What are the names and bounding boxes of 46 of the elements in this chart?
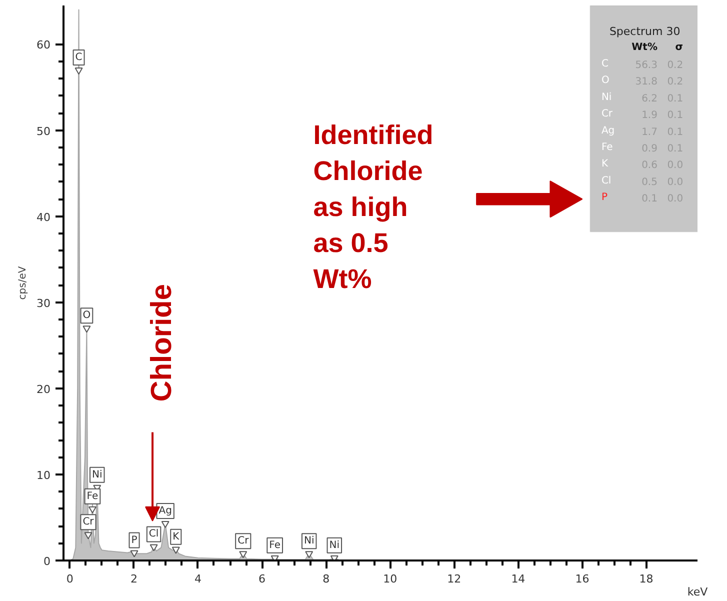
x-tick-label: 8 [322,572,330,586]
annotation: Ni [92,469,102,480]
y-tick-label: 30 [36,296,51,310]
x-axis-title: keV [687,586,708,598]
x-tick-label: 4 [194,572,202,586]
category-label: C [601,58,608,70]
x-tick-label: 0 [66,572,74,586]
annotation: Fe [86,490,98,502]
category-label: Fe [601,142,613,153]
annotation: O [82,310,91,322]
x-tick-label: 6 [258,572,266,586]
category-label: Cl [601,175,612,186]
y-axis-title: cps/eV [18,266,29,300]
y-tick-label: 0 [44,555,50,568]
y-tick-label: 50 [36,124,51,138]
annotation: Ag [158,506,172,516]
x-tick-label: 16 [575,572,590,586]
annotation: Cr [82,516,95,528]
y-tick-label: 60 [36,38,51,52]
y-tick-label: 40 [36,210,51,224]
annotation: C [75,52,82,64]
category-label: O [601,75,610,86]
x-tick-label: 12 [447,572,462,586]
annotation: Ni [304,536,314,547]
category-label: Ag [601,125,615,136]
annotation: K [172,531,180,542]
annotation: Cl [148,528,159,540]
x-tick-label: 14 [511,572,526,586]
annotation: Cr [238,536,250,547]
y-tick-label: 10 [36,468,51,482]
x-tick-label: 18 [639,572,654,586]
category-label: Cr [601,108,614,120]
category-label: K [601,158,608,170]
y-tick-label: 20 [36,382,51,396]
annotation: Identified Chloride as high as 0.5 Wt% [313,120,434,294]
series-label: Wt% [632,42,658,54]
x-tick-label: 2 [130,572,138,586]
x-tick-label: 10 [383,572,398,586]
category-label: P [601,192,608,204]
annotation: P [131,534,138,546]
category-label: Ni [601,92,612,103]
annotation: Fe [269,540,281,551]
text: Spectrum 30 [609,24,680,38]
annotation: Ni [329,540,340,551]
annotation: Chloride [146,284,178,402]
text: σ [675,42,684,54]
